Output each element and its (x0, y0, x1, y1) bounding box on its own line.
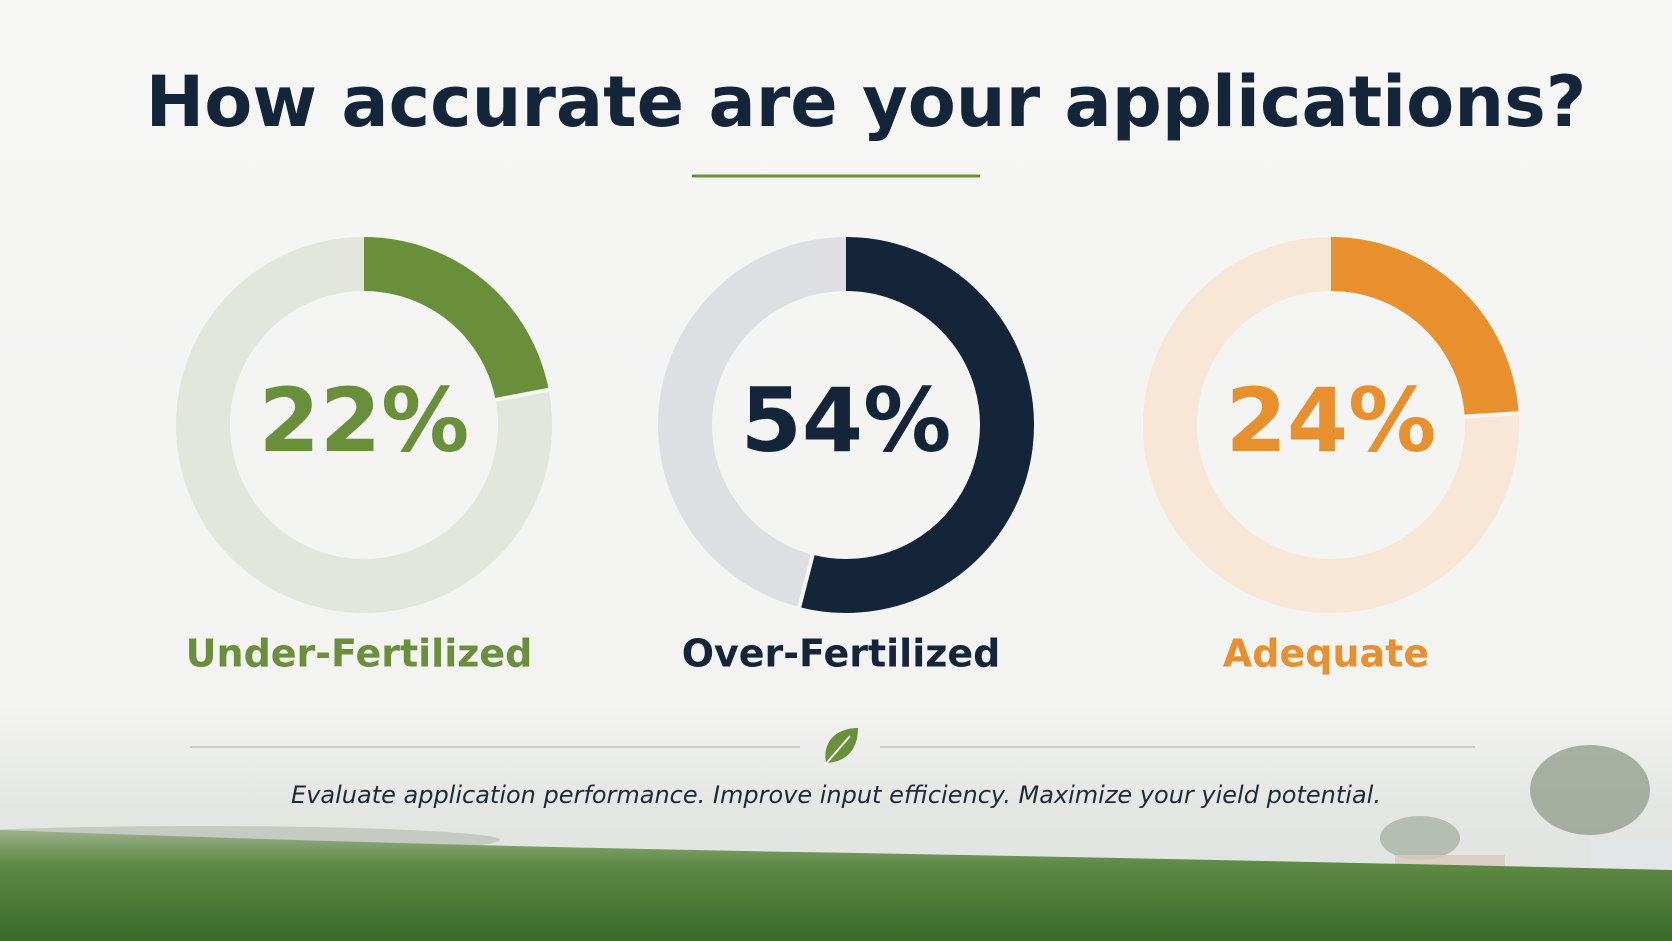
segment-gap (494, 387, 551, 403)
category-label: Adequate (1223, 632, 1429, 676)
category-label: Over-Fertilized (682, 632, 1001, 676)
crop-field (0, 830, 1672, 941)
donut-segment (1330, 237, 1519, 418)
value-label: 22% (259, 369, 470, 472)
tagline: Evaluate application performance. Improv… (291, 781, 1381, 809)
leaf-icon (823, 728, 858, 767)
segment-gap (1463, 411, 1520, 419)
segment-gap (797, 553, 815, 609)
value-label: 54% (741, 369, 952, 472)
category-label: Under-Fertilized (186, 632, 533, 676)
donut-segment (363, 237, 549, 401)
donut-segment (799, 237, 1034, 613)
title: How accurate are your applications? (146, 61, 1587, 143)
value-label: 24% (1226, 369, 1437, 472)
